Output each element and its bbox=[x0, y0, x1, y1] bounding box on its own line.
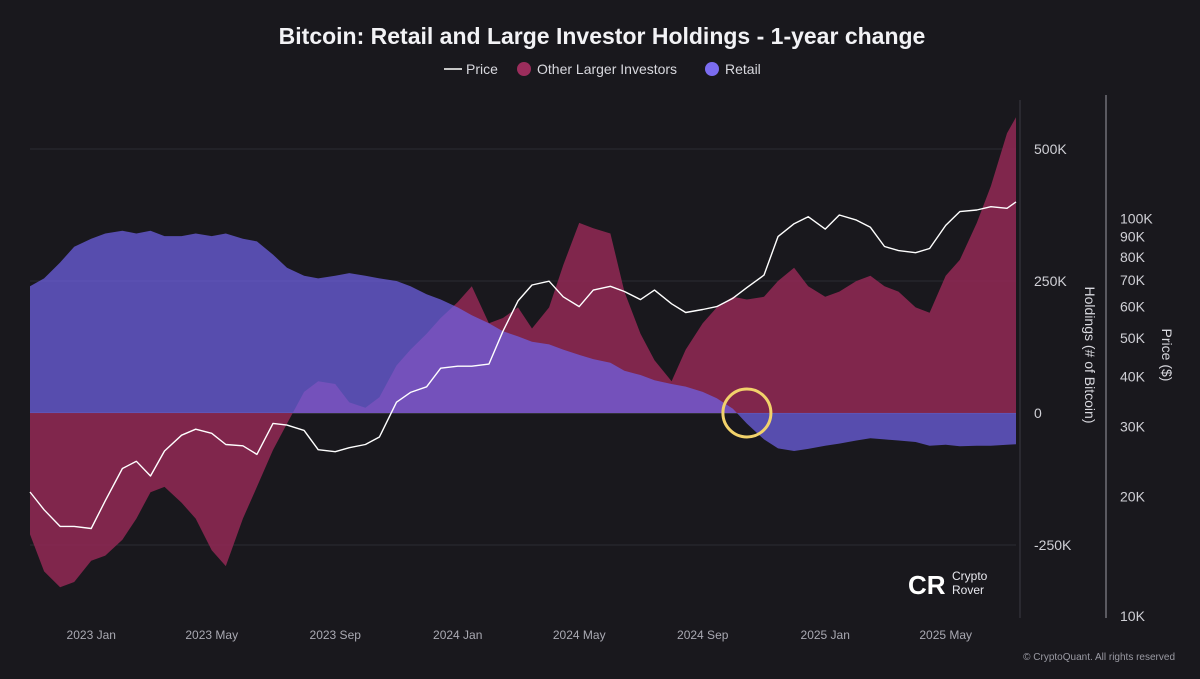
plot-area bbox=[30, 117, 1016, 588]
price-tick-60K: 60K bbox=[1120, 299, 1146, 315]
time-axis-ticks: 2023 Jan 2023 May 2023 Sep 2024 Jan 2024 May… bbox=[67, 628, 973, 642]
holdings-tick--250K: -250K bbox=[1034, 537, 1072, 553]
legend-larger-investors-label[interactable]: Other Larger Investors bbox=[537, 61, 677, 77]
price-tick-20K: 20K bbox=[1120, 488, 1146, 504]
area-retail bbox=[30, 230, 1016, 451]
price-tick-80K: 80K bbox=[1120, 249, 1146, 265]
crypto-rover-logo: CR Crypto Rover bbox=[908, 569, 988, 600]
line-price bbox=[29, 201, 1017, 530]
price-axis-ticks: 100K 90K 80K 70K 60K 50K 40K 30K 20K 10K bbox=[1120, 210, 1153, 624]
x-tick-2025-Jan: 2025 Jan bbox=[801, 628, 850, 642]
brand-name-line2: Rover bbox=[952, 583, 984, 597]
brand-name-line1: Crypto bbox=[952, 569, 988, 583]
holdings-tick-500K: 500K bbox=[1034, 141, 1067, 157]
annotation-circle bbox=[721, 387, 773, 439]
price-tick-50K: 50K bbox=[1120, 330, 1146, 346]
price-tick-40K: 40K bbox=[1120, 369, 1146, 385]
price-tick-10K: 10K bbox=[1120, 608, 1146, 624]
x-tick-2023-May: 2023 May bbox=[185, 628, 238, 642]
legend-retail-label[interactable]: Retail bbox=[725, 61, 761, 77]
holdings-axis-title: Holdings (# of Bitcoin) bbox=[1082, 287, 1098, 424]
copyright-notice: © CryptoQuant. All rights reserved bbox=[1023, 652, 1175, 663]
x-tick-2023-Jan: 2023 Jan bbox=[67, 628, 116, 642]
logo-mark: CR bbox=[908, 570, 946, 600]
legend-price-label[interactable]: Price bbox=[466, 61, 498, 77]
x-tick-2025-May: 2025 May bbox=[919, 628, 972, 642]
holdings-tick-250K: 250K bbox=[1034, 273, 1067, 289]
x-tick-2024-Jan: 2024 Jan bbox=[433, 628, 482, 642]
holdings-axis-ticks: 500K 250K 0 -250K bbox=[1034, 141, 1072, 553]
x-tick-2023-Sep: 2023 Sep bbox=[310, 628, 362, 642]
price-axis-title: Price ($) bbox=[1159, 329, 1175, 382]
legend-retail-marker bbox=[705, 62, 719, 76]
price-tick-70K: 70K bbox=[1120, 272, 1146, 288]
chart-title: Bitcoin: Retail and Large Investor Holdi… bbox=[279, 23, 926, 49]
price-layer bbox=[29, 201, 1017, 530]
price-tick-100K: 100K bbox=[1120, 210, 1153, 226]
x-tick-2024-May: 2024 May bbox=[553, 628, 606, 642]
price-tick-90K: 90K bbox=[1120, 229, 1146, 245]
holdings-tick-0: 0 bbox=[1034, 405, 1042, 421]
price-tick-30K: 30K bbox=[1120, 418, 1146, 434]
legend-larger-investors-marker bbox=[517, 62, 531, 76]
x-tick-2024-Sep: 2024 Sep bbox=[677, 628, 729, 642]
legend: Price Other Larger Investors Retail bbox=[444, 61, 761, 77]
